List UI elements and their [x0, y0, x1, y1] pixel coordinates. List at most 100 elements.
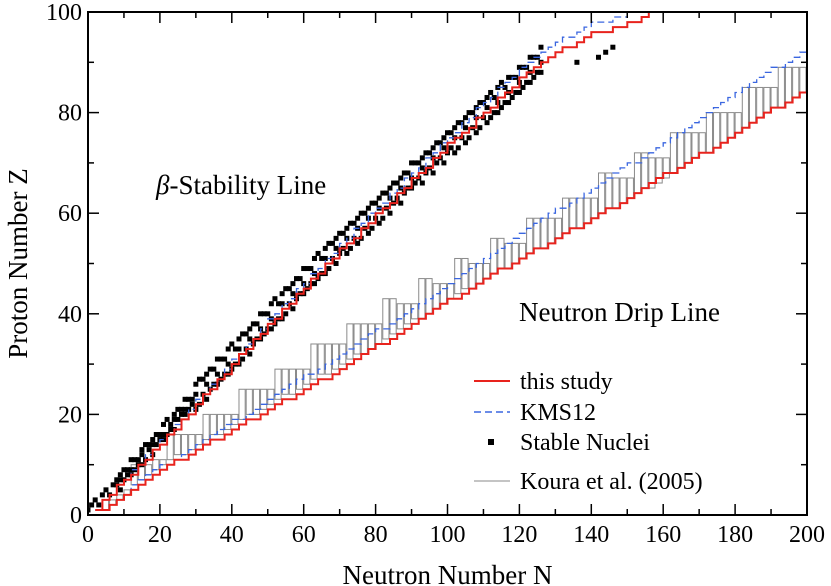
stable-nucleus-point [207, 366, 213, 372]
stable-nucleus-point [477, 125, 483, 131]
drip-line-annotation: Neutron Drip Line [519, 297, 720, 327]
stable-nucleus-point [495, 110, 501, 116]
koura-box [792, 66, 800, 99]
koura-box [677, 132, 685, 169]
stable-nucleus-point [88, 507, 91, 513]
stable-nucleus-point [268, 301, 274, 307]
stable-nucleus-point [488, 89, 494, 95]
stable-nucleus-point [416, 160, 422, 166]
stable-nucleus-point [290, 306, 296, 312]
stable-nucleus-point [430, 145, 436, 151]
y-tick-label: 40 [58, 302, 82, 328]
stable-nucleus-point [250, 321, 256, 327]
stable-nucleus-point [240, 356, 246, 362]
stable-nucleus-point [387, 185, 393, 191]
koura-box [734, 112, 742, 134]
stable-nucleus-point [387, 210, 393, 216]
stable-nucleus-point [236, 346, 242, 352]
stable-nucleus-point [610, 44, 616, 50]
koura-box [288, 368, 297, 395]
stable-nucleus-point [365, 205, 371, 211]
stable-nucleus-point [412, 180, 418, 186]
koura-box [260, 388, 268, 410]
koura-box [590, 197, 598, 219]
stable-nucleus-point [383, 190, 389, 196]
stable-nucleus-point [125, 472, 131, 478]
stable-nucleus-point [391, 180, 397, 186]
stable-nucleus-point [470, 110, 476, 116]
koura-box [159, 459, 167, 466]
stable-nucleus-point [491, 95, 497, 101]
stable-nucleus-point [516, 64, 522, 70]
koura-box [518, 242, 527, 259]
stable-nucleus-point [369, 200, 375, 206]
koura-box [727, 112, 735, 139]
this-study-series [95, 12, 807, 511]
stable-nucleus-point [538, 69, 544, 75]
stable-nucleus-point [473, 130, 479, 136]
x-tick-label: 120 [501, 522, 537, 548]
koura-box [547, 217, 555, 244]
koura-box [540, 217, 548, 249]
koura-box [770, 86, 778, 109]
legend-swatch-stable-nuclei [488, 439, 494, 445]
koura-box [748, 86, 757, 124]
stable-nucleus-point [380, 190, 386, 196]
stable-nucleus-point [204, 371, 210, 377]
x-axis-title: Neutron Number N [343, 560, 553, 586]
koura-box [777, 66, 785, 109]
stable-nucleus-point [99, 492, 105, 498]
stable-nucleus-point [135, 457, 141, 463]
koura-box [353, 323, 361, 355]
stable-nucleus-point [178, 406, 184, 412]
stable-nucleus-point [466, 110, 472, 116]
stable-nucleus-point [157, 432, 163, 438]
koura-box [195, 434, 203, 446]
stable-nucleus-point [333, 261, 339, 266]
stable-nucleus-point [516, 89, 522, 95]
koura-box [331, 343, 340, 370]
stable-nucleus-point [146, 447, 152, 453]
stable-nucleus-point [527, 79, 533, 85]
stable-nucleus-point [110, 482, 116, 488]
beta-stability-annotation: β-Stability Line [155, 170, 326, 200]
this-study-drip-line [102, 87, 807, 511]
stable-nucleus-point [117, 472, 123, 478]
stable-nucleus-point [351, 220, 357, 226]
y-tick-label: 20 [58, 402, 82, 428]
koura-series [101, 66, 807, 511]
stable-nucleus-point [218, 356, 224, 362]
stable-nucleus-point [236, 336, 242, 342]
koura-box [669, 132, 678, 174]
stable-nucleus-point [297, 276, 303, 282]
koura-box [482, 263, 491, 280]
stable-nucleus-point [139, 452, 145, 458]
koura-box [152, 459, 160, 471]
stable-nucleus-point [520, 84, 526, 90]
koura-box [619, 177, 627, 204]
stable-nucleus-point [89, 502, 95, 508]
stable-nucleus-point [160, 421, 166, 427]
koura-box [346, 323, 354, 360]
stable-nucleus-point [92, 497, 98, 503]
legend-label-koura: Koura et al. (2005) [520, 469, 703, 495]
stable-nucleus-point [182, 406, 188, 412]
y-tick-label: 100 [46, 0, 82, 26]
stable-nucleus-point [531, 74, 537, 80]
stable-nucleus-point [160, 432, 166, 438]
stable-nucleus-point [283, 286, 289, 292]
koura-box [741, 86, 749, 129]
stable-nucleus-point [430, 170, 436, 176]
koura-box [784, 66, 793, 104]
stable-nucleus-point [254, 321, 260, 327]
stable-nucleus-point [538, 44, 544, 50]
stable-nucleus-point [146, 442, 152, 448]
stable-nucleus-point [286, 286, 292, 292]
stable-nucleus-point [117, 487, 123, 493]
stable-nucleus-point [401, 170, 407, 176]
stable-nucleus-point [290, 281, 296, 287]
stable-nucleus-point [171, 411, 177, 417]
koura-box [281, 368, 289, 395]
stable-nucleus-point [358, 210, 364, 216]
koura-box [648, 157, 656, 189]
